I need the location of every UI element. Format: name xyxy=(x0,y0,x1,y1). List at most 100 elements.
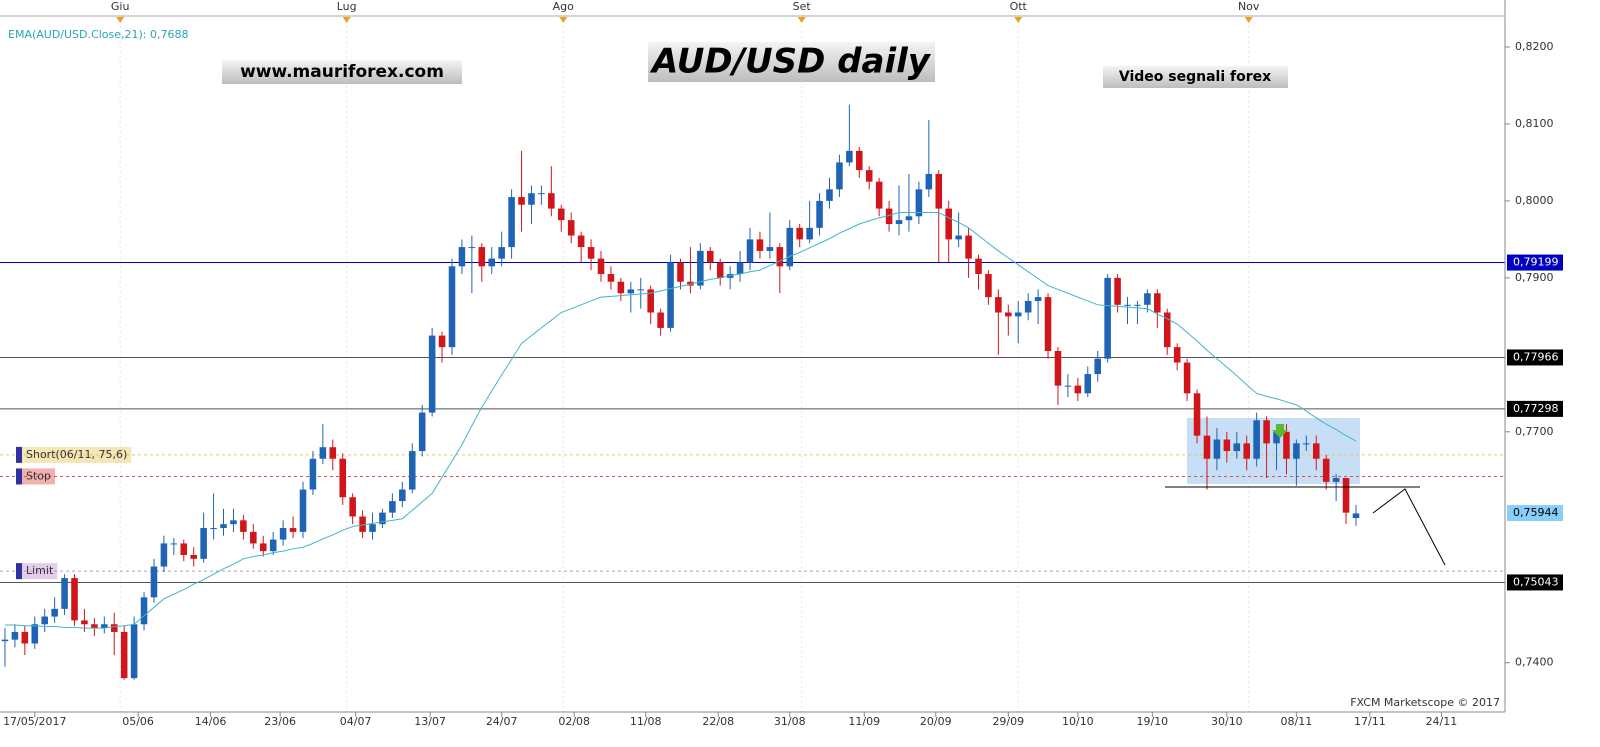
x-tick-label: 10/10 xyxy=(1062,715,1094,728)
month-marker xyxy=(1014,17,1023,23)
annotation-box xyxy=(1103,66,1288,88)
ema-line xyxy=(4,211,1357,629)
candle-body xyxy=(91,624,98,629)
candle-body xyxy=(885,208,893,224)
x-tick-label: 29/09 xyxy=(992,715,1024,728)
x-tick-label: 05/06 xyxy=(122,715,154,728)
candle-body xyxy=(1183,362,1191,394)
x-tick-label: 17/11 xyxy=(1354,715,1386,728)
candle-body xyxy=(1024,300,1032,313)
grid xyxy=(0,16,1510,717)
candle-body xyxy=(1193,393,1201,436)
candle-body xyxy=(130,624,138,679)
candle-body xyxy=(557,208,565,221)
candle-body xyxy=(846,150,853,163)
level-label-box xyxy=(1507,349,1563,366)
candle-body xyxy=(756,239,764,251)
x-tick-label: 23/06 xyxy=(264,715,296,728)
candle-body xyxy=(905,216,913,221)
month-label: Nov xyxy=(1238,0,1260,13)
candle-body xyxy=(806,227,813,240)
x-tick-label: 17/05/2017 xyxy=(3,715,66,728)
candle-body xyxy=(766,247,774,251)
candle-body xyxy=(995,297,1002,313)
x-tick-label: 13/07 xyxy=(414,715,446,728)
candle-body xyxy=(1173,347,1181,363)
candle-body xyxy=(1163,312,1171,348)
month-label: Set xyxy=(793,0,812,13)
candle-body xyxy=(1352,513,1360,519)
y-tick-label: 0,7400 xyxy=(1515,656,1554,669)
candle-body xyxy=(975,258,982,275)
annotation: Video segnali forex xyxy=(1119,69,1271,85)
candle-body xyxy=(1263,420,1270,444)
candle-body xyxy=(577,235,585,248)
candle-body xyxy=(31,624,39,644)
candle-body xyxy=(250,531,257,544)
candle-body xyxy=(1283,431,1290,459)
candle-body xyxy=(1303,443,1310,445)
chart-title: AUD/USD daily xyxy=(649,42,932,82)
level-label: 0,77298 xyxy=(1513,402,1559,415)
candle-body xyxy=(796,227,803,240)
candle-body xyxy=(259,543,267,552)
y-tick-label: 0,8000 xyxy=(1515,194,1554,207)
candle-body xyxy=(110,624,118,632)
candle-body xyxy=(140,597,148,625)
level-label-box xyxy=(1507,574,1563,591)
candle-body xyxy=(518,197,525,205)
candle-body xyxy=(856,150,863,171)
candle-body xyxy=(597,258,605,275)
x-tick-label: 22/08 xyxy=(702,715,734,728)
candle-body xyxy=(826,189,833,201)
order-label-box xyxy=(22,468,56,485)
month-label: Ago xyxy=(553,0,575,13)
candle-body xyxy=(230,520,237,525)
x-tick-label: 11/09 xyxy=(848,715,880,728)
candle-body xyxy=(1114,277,1121,305)
order-label: Short(06/11, 75,6) xyxy=(26,448,127,461)
candle-body xyxy=(1273,431,1280,444)
candle-body xyxy=(1104,277,1111,359)
candle-body xyxy=(389,501,396,513)
candle-body xyxy=(1054,350,1062,386)
candle-body xyxy=(875,181,883,209)
candle-body xyxy=(200,528,207,559)
order-marker xyxy=(16,563,22,580)
level-label-box xyxy=(1507,254,1563,271)
candle-body xyxy=(11,631,19,640)
candle-body xyxy=(51,608,58,617)
x-tick-label: 02/08 xyxy=(558,715,590,728)
candle-body xyxy=(190,554,197,559)
annotation-box xyxy=(222,60,462,84)
candle-body xyxy=(408,451,416,490)
candle-body xyxy=(210,528,217,530)
candle-body xyxy=(587,247,595,259)
candle-body xyxy=(438,335,446,348)
month-marker xyxy=(342,17,351,23)
projection xyxy=(1372,488,1446,566)
candle-body xyxy=(1034,297,1042,301)
candle-body xyxy=(965,235,972,259)
signal-arrow xyxy=(1272,424,1288,438)
x-tick-label: 08/11 xyxy=(1281,715,1313,728)
order-label-box xyxy=(22,446,132,463)
candle-body xyxy=(707,250,714,263)
candle-body xyxy=(369,524,376,532)
candle-body xyxy=(1074,385,1082,394)
x-tick-label: 14/06 xyxy=(195,715,227,728)
candle-body xyxy=(508,197,515,248)
candle-body xyxy=(528,193,535,205)
y-tick-label: 0,7700 xyxy=(1515,425,1554,438)
candle-body xyxy=(746,239,754,263)
candle-body xyxy=(1243,443,1250,459)
candle-body xyxy=(548,193,555,209)
candle-body xyxy=(359,516,366,532)
x-tick-label: 04/07 xyxy=(340,715,372,728)
candle-body xyxy=(786,227,794,267)
candle-body xyxy=(399,489,406,502)
candle-body xyxy=(269,539,277,552)
candle-body xyxy=(1005,312,1012,317)
month-label: Lug xyxy=(337,0,357,13)
